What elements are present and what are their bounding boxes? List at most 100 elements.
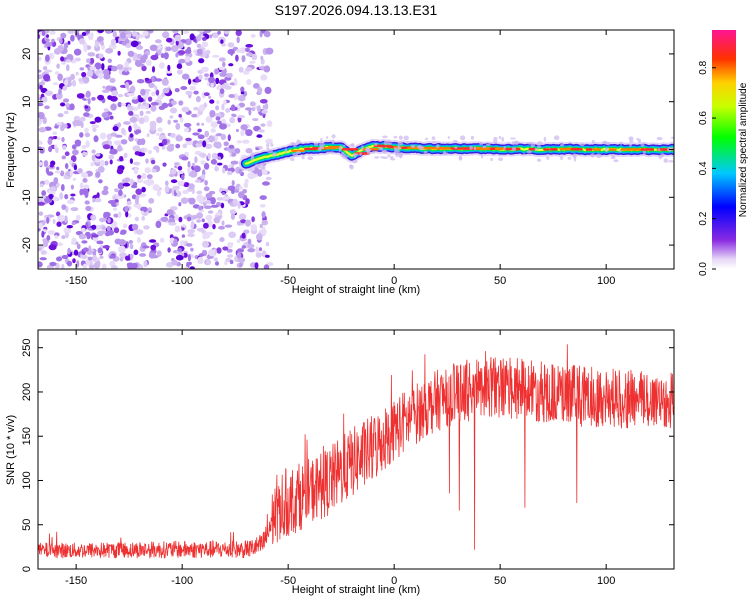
- snr-y-tick-label: 50: [21, 519, 33, 531]
- spectrogram-noise-blob: [208, 76, 216, 84]
- spectrogram-noise-blob: [151, 91, 156, 97]
- spectrogram-noise-blob: [171, 45, 179, 53]
- spectrogram-noise-blob: [210, 128, 216, 133]
- spectrogram-track-halo: [338, 149, 341, 152]
- snr-ticks: -150 -100 -50 0 50 100 0 50 100 150 200 250: [21, 330, 674, 587]
- spectrogram-noise-blob: [177, 180, 185, 187]
- spectrogram-noise-blob: [41, 230, 45, 238]
- spectrogram-noise-blob: [189, 85, 196, 91]
- spectrogram-track-halo: [604, 147, 609, 153]
- spectrogram-noise-blob: [61, 263, 65, 269]
- spectrogram-noise-blob: [253, 83, 260, 89]
- spectrogram-noise-blob: [182, 189, 189, 195]
- spectrogram-noise-blob: [214, 68, 220, 75]
- spectrogram-noise-blob: [236, 248, 245, 253]
- spectrogram-noise-blob: [63, 42, 69, 49]
- spectrogram-noise-blob: [191, 162, 196, 167]
- spectrogram-noise-blob: [181, 106, 190, 113]
- spectrogram-noise-blob: [235, 128, 239, 133]
- spectrogram-noise-blob: [180, 86, 188, 90]
- spectrogram-track-halo: [307, 156, 314, 161]
- spectrogram-noise-blob: [215, 116, 221, 121]
- spectrogram-noise-blob: [79, 188, 84, 196]
- spectrogram-noise-blob: [52, 131, 58, 135]
- snr-panel: -150 -100 -50 0 50 100 0 50 100 150 200 250 Height …: [5, 329, 675, 596]
- spectrogram-noise-blob: [44, 179, 50, 185]
- spectrogram-noise-blob: [158, 105, 166, 111]
- spectrogram-noise-blob: [156, 116, 163, 124]
- spectrogram-noise-blob: [142, 245, 150, 249]
- spectrogram-noise-blob: [183, 127, 190, 133]
- spectrogram-noise-blob: [113, 213, 119, 218]
- spectrogram-noise-blob: [117, 94, 124, 98]
- spectrogram-noise-blob: [48, 146, 53, 153]
- spectrogram-noise-blob: [127, 106, 134, 112]
- spectrogram-noise-blob: [52, 218, 56, 224]
- spectrogram-noise-blob: [255, 233, 263, 241]
- spectrogram-noise-blob: [254, 262, 259, 269]
- spectrogram-noise-blob: [58, 88, 62, 95]
- spectrogram-noise-blob: [140, 88, 146, 96]
- spectrogram-noise-blob: [129, 178, 134, 185]
- spectrogram-noise-blob: [91, 254, 97, 262]
- spectrogram-track-halo: [393, 135, 398, 139]
- spectrogram-track-halo: [530, 143, 535, 147]
- spectrogram-track-halo: [481, 155, 484, 159]
- spectrogram-track-halo: [390, 158, 396, 161]
- spectrogram-noise-blob: [66, 260, 73, 267]
- spectrogram-track-halo: [342, 144, 346, 147]
- spectrogram-noise-blob: [148, 197, 155, 204]
- snr-y-tick-label: 150: [21, 427, 33, 445]
- spectrogram-noise-blob: [193, 106, 199, 111]
- spectrogram-noise-blob: [228, 94, 236, 98]
- spectrogram-noise-blob: [213, 257, 218, 262]
- spectrogram-noise-blob: [129, 253, 134, 261]
- spectrogram-noise-blob: [239, 263, 243, 268]
- spectrogram-noise-blob: [87, 98, 91, 105]
- spectrogram-noise-blob: [224, 224, 233, 228]
- spectrogram-noise-blob: [252, 118, 259, 122]
- spectrogram-noise-blob: [91, 234, 99, 238]
- spectrogram-noise-blob: [131, 31, 138, 37]
- spectrogram-noise-blob: [131, 98, 140, 104]
- spectrogram-noise-blob: [67, 247, 71, 255]
- spectrogram-noise-blob: [119, 257, 124, 262]
- spectrogram-noise-blob: [250, 224, 257, 232]
- spectrogram-noise-blob: [207, 210, 214, 214]
- spectrogram-noise-blob: [196, 43, 202, 48]
- spectrogram-track-halo: [458, 156, 463, 161]
- spectrogram-noise-blob: [45, 90, 53, 96]
- spectrogram-noise-blob: [111, 90, 119, 97]
- spectrogram-noise-blob: [150, 159, 156, 165]
- spectrogram-track-halo: [250, 152, 255, 157]
- spectrogram-noise-blob: [198, 74, 203, 80]
- spectrogram-noise-blob: [131, 223, 139, 231]
- spectrogram-track-halo: [546, 156, 550, 160]
- spectrogram-noise-blob: [216, 247, 222, 254]
- spectrogram-noise-blob: [101, 263, 107, 269]
- spectrogram-noise-blob: [249, 60, 256, 64]
- spectrogram-noise-blob: [239, 237, 248, 241]
- spectrogram-noise-blob: [196, 227, 205, 232]
- spectrogram-noise-blob: [174, 88, 180, 93]
- spectrogram-noise-blob: [86, 234, 91, 240]
- spectrogram-noise-blob: [64, 215, 68, 223]
- spectrogram-noise-blob: [224, 76, 232, 81]
- spectrogram-noise-blob: [141, 186, 146, 193]
- spectrogram-noise-blob: [173, 238, 178, 246]
- spectrogram-noise-blob: [175, 254, 184, 261]
- spectrogram-noise-blob: [189, 170, 198, 178]
- spectrogram-noise-blob: [210, 204, 219, 208]
- spectrogram-noise-blob: [204, 130, 210, 138]
- spectrogram-noise-blob: [105, 48, 114, 54]
- spectrogram-y-tick-label: -10: [21, 189, 33, 205]
- spectrogram-noise-blob: [212, 54, 220, 58]
- colorbar-tick-label: 0.0: [698, 262, 709, 276]
- spectrogram-noise-blob: [51, 38, 55, 43]
- spectrogram-noise-blob: [205, 200, 211, 204]
- spectrogram-noise-blob: [208, 249, 215, 257]
- spectrogram-noise-blob: [126, 200, 132, 206]
- spectrogram-noise-blob: [109, 115, 114, 120]
- spectrogram-noise-blob: [233, 78, 238, 85]
- spectrogram-noise-blob: [89, 121, 96, 125]
